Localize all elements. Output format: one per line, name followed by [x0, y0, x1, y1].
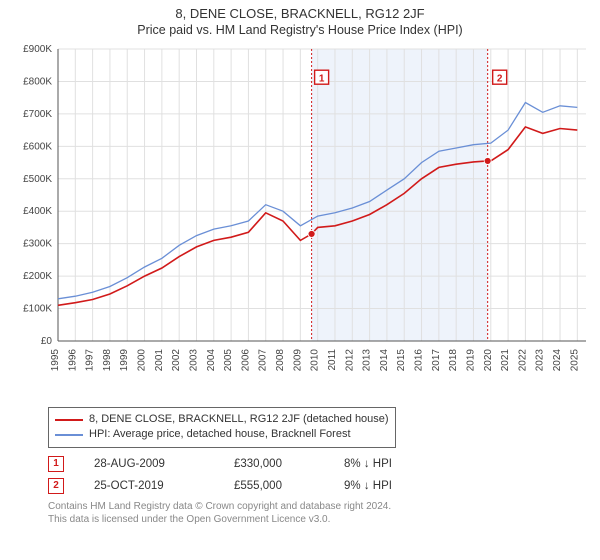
svg-text:2022: 2022 — [517, 349, 528, 372]
legend-label: HPI: Average price, detached house, Brac… — [89, 427, 351, 442]
svg-text:2009: 2009 — [292, 349, 303, 372]
svg-text:£200K: £200K — [23, 271, 52, 282]
svg-text:1998: 1998 — [102, 349, 113, 372]
transaction-date: 28-AUG-2009 — [94, 458, 204, 470]
chart-container: 8, DENE CLOSE, BRACKNELL, RG12 2JF Price… — [0, 0, 600, 533]
svg-text:2014: 2014 — [379, 349, 390, 372]
svg-text:1995: 1995 — [50, 349, 61, 372]
svg-text:£900K: £900K — [23, 44, 52, 55]
svg-text:2025: 2025 — [569, 349, 580, 372]
svg-text:2008: 2008 — [275, 349, 286, 372]
svg-text:2015: 2015 — [396, 349, 407, 372]
svg-text:2013: 2013 — [362, 349, 373, 372]
svg-text:£800K: £800K — [23, 76, 52, 87]
svg-text:2001: 2001 — [154, 349, 165, 372]
svg-text:£0: £0 — [41, 336, 53, 347]
svg-text:2024: 2024 — [552, 349, 563, 372]
svg-text:1999: 1999 — [119, 349, 130, 372]
svg-text:2000: 2000 — [137, 349, 148, 372]
svg-text:2017: 2017 — [431, 349, 442, 372]
svg-text:1997: 1997 — [85, 349, 96, 372]
attribution-line: Contains HM Land Registry data © Crown c… — [48, 500, 590, 514]
svg-text:2002: 2002 — [171, 349, 182, 372]
transaction-marker: 2 — [48, 478, 64, 494]
svg-text:2006: 2006 — [240, 349, 251, 372]
legend-label: 8, DENE CLOSE, BRACKNELL, RG12 2JF (deta… — [89, 412, 389, 427]
svg-text:2004: 2004 — [206, 349, 217, 372]
svg-text:2: 2 — [497, 74, 503, 85]
transaction-marker: 1 — [48, 456, 64, 472]
legend-swatch — [55, 419, 83, 421]
svg-text:£300K: £300K — [23, 239, 52, 250]
svg-text:2020: 2020 — [483, 349, 494, 372]
svg-text:2007: 2007 — [258, 349, 269, 372]
svg-text:2011: 2011 — [327, 349, 338, 371]
svg-text:2012: 2012 — [344, 349, 355, 372]
transaction-price: £330,000 — [234, 458, 314, 470]
attribution: Contains HM Land Registry data © Crown c… — [48, 500, 590, 527]
svg-text:2023: 2023 — [535, 349, 546, 372]
svg-text:2010: 2010 — [310, 349, 321, 372]
legend-swatch — [55, 434, 83, 436]
page-title: 8, DENE CLOSE, BRACKNELL, RG12 2JF — [10, 6, 590, 21]
transaction-table: 1 28-AUG-2009 £330,000 8% ↓ HPI 2 25-OCT-2019… — [48, 456, 590, 494]
legend-row: HPI: Average price, detached house, Brac… — [55, 427, 389, 442]
svg-text:£700K: £700K — [23, 109, 52, 120]
transaction-delta: 8% ↓ HPI — [344, 458, 444, 470]
svg-text:2019: 2019 — [465, 349, 476, 372]
legend: 8, DENE CLOSE, BRACKNELL, RG12 2JF (deta… — [48, 407, 588, 448]
transaction-row: 2 25-OCT-2019 £555,000 9% ↓ HPI — [48, 478, 590, 494]
svg-text:2016: 2016 — [414, 349, 425, 372]
transaction-delta: 9% ↓ HPI — [344, 480, 444, 492]
legend-row: 8, DENE CLOSE, BRACKNELL, RG12 2JF (deta… — [55, 412, 389, 427]
chart: £0 £100K £200K £300K £400K £500K £600K £700K £80… — [10, 43, 590, 403]
transaction-date: 25-OCT-2019 — [94, 480, 204, 492]
svg-text:£100K: £100K — [23, 304, 52, 315]
page-subtitle: Price paid vs. HM Land Registry's House … — [10, 23, 590, 37]
svg-text:1: 1 — [319, 74, 325, 85]
svg-text:2021: 2021 — [500, 349, 511, 372]
svg-text:2003: 2003 — [188, 349, 199, 372]
svg-text:1996: 1996 — [67, 349, 78, 372]
transaction-row: 1 28-AUG-2009 £330,000 8% ↓ HPI — [48, 456, 590, 472]
svg-text:2018: 2018 — [448, 349, 459, 372]
svg-text:£500K: £500K — [23, 174, 52, 185]
svg-text:£600K: £600K — [23, 141, 52, 152]
svg-text:£400K: £400K — [23, 206, 52, 217]
transaction-price: £555,000 — [234, 480, 314, 492]
svg-text:2005: 2005 — [223, 349, 234, 372]
attribution-line: This data is licensed under the Open Gov… — [48, 513, 590, 527]
